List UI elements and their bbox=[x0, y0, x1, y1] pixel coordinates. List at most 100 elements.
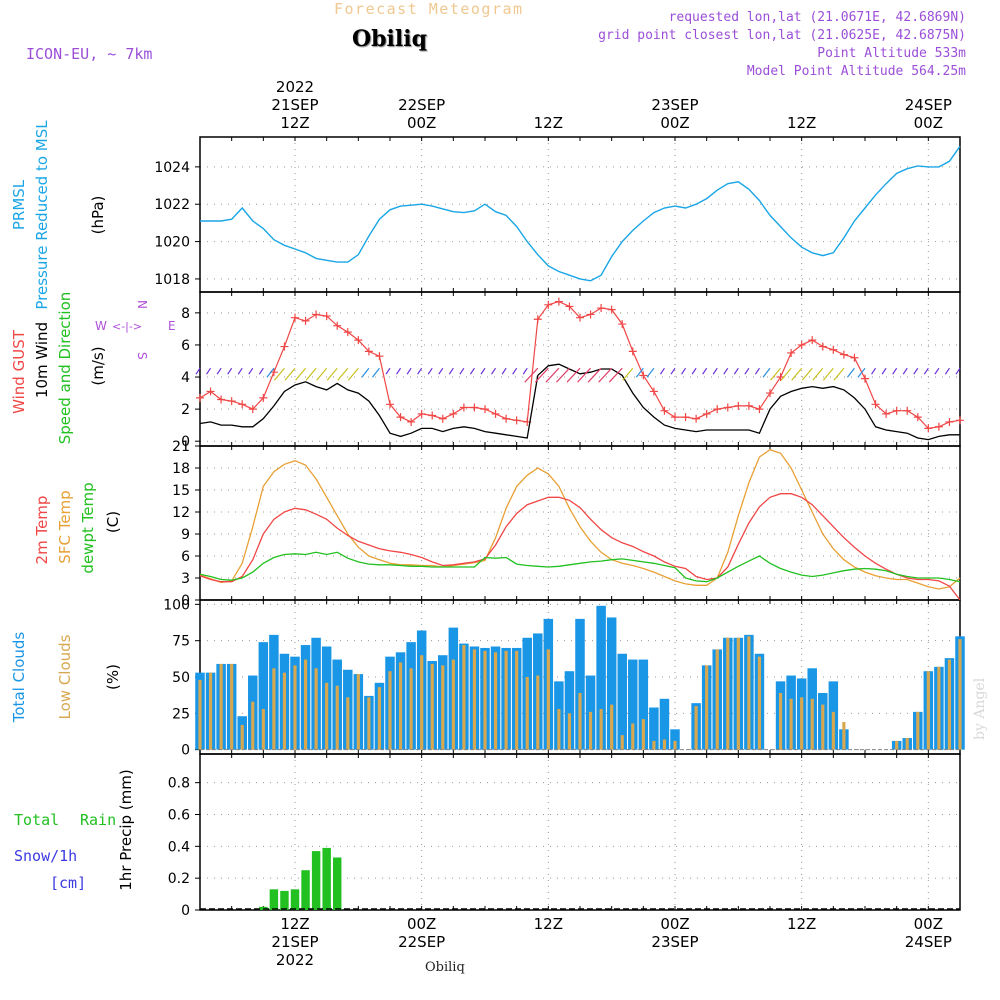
low-cloud-bar bbox=[673, 740, 677, 750]
gust-marker bbox=[903, 406, 912, 415]
top-time-label: 12Z bbox=[787, 114, 816, 132]
gust-marker bbox=[386, 400, 394, 409]
wind-direction-arrow bbox=[258, 367, 264, 375]
rain-bar bbox=[322, 847, 331, 910]
clouds-ytick-label: 75 bbox=[172, 634, 190, 650]
low-cloud-bar bbox=[926, 671, 930, 750]
low-cloud-bar bbox=[335, 685, 339, 750]
wind-direction-arrow bbox=[780, 367, 792, 381]
pressure-unit-label: (hPa) bbox=[89, 196, 107, 235]
rain-bar bbox=[301, 870, 310, 910]
low-cloud-bar bbox=[272, 668, 276, 750]
wind-direction-arrow bbox=[955, 367, 961, 375]
wind-direction-arrow bbox=[448, 367, 454, 375]
low-cloud-bar bbox=[525, 677, 529, 750]
gust-marker bbox=[945, 417, 954, 426]
precip-ytick-label: 0.8 bbox=[168, 776, 190, 792]
wind-direction-arrow bbox=[762, 367, 771, 378]
gust-marker bbox=[248, 405, 257, 414]
wind-direction-arrow bbox=[812, 367, 824, 381]
low-cloud-bar bbox=[631, 723, 635, 750]
wind10m-label: 10m Wind bbox=[33, 322, 51, 398]
low-cloud-bar bbox=[346, 697, 350, 750]
total-cloud-bar bbox=[596, 605, 606, 750]
low-cloud-bar bbox=[610, 704, 614, 750]
gust-marker bbox=[671, 413, 679, 422]
gust-marker bbox=[787, 348, 796, 357]
gust-marker bbox=[470, 403, 479, 412]
wind-direction-arrow bbox=[361, 367, 370, 378]
precip-frame bbox=[199, 753, 961, 911]
low-cloud-bar bbox=[588, 711, 593, 750]
low-cloud-bar bbox=[694, 706, 698, 750]
low-cloud-bar bbox=[958, 639, 962, 750]
wind-direction-arrow bbox=[556, 367, 570, 383]
wind-direction-arrow bbox=[337, 367, 349, 381]
rain-bar bbox=[311, 851, 321, 910]
gust-marker bbox=[565, 302, 574, 311]
compass-cross: <-|-> bbox=[112, 320, 142, 333]
temp-panel: 0 3 6 9 12 15 18 21 bbox=[172, 439, 961, 609]
gust-marker bbox=[639, 371, 648, 380]
low-cloud-bar bbox=[578, 692, 582, 750]
gust-marker bbox=[301, 316, 310, 325]
gust-marker bbox=[291, 313, 299, 322]
temp-ytick-label: 15 bbox=[172, 483, 190, 499]
gust-marker bbox=[375, 352, 384, 361]
gust-marker bbox=[333, 321, 342, 330]
legend-total: Total bbox=[14, 811, 60, 829]
gust-marker bbox=[533, 315, 542, 324]
wind-direction-arrow bbox=[622, 367, 634, 381]
gust-marker bbox=[259, 393, 268, 402]
wind-direction-arrow bbox=[712, 367, 718, 375]
wind-panel: 0 2 4 6 8 bbox=[181, 291, 961, 450]
wind-direction-arrow bbox=[587, 367, 602, 383]
clouds-ytick-label: 50 bbox=[172, 670, 190, 686]
total-cloud-bar bbox=[564, 671, 575, 750]
wind-direction-label: Speed and Direction bbox=[56, 292, 74, 445]
low-cloud-bar bbox=[472, 649, 477, 750]
gust-marker bbox=[850, 353, 859, 362]
wind-direction-arrow bbox=[347, 367, 359, 381]
legend-snow-unit: [cm] bbox=[50, 874, 87, 892]
low-cloud-bar bbox=[377, 687, 382, 750]
top-time-label: 00Z bbox=[914, 114, 943, 132]
top-time-label: 12Z bbox=[534, 114, 563, 132]
low-clouds-label: Low Clouds bbox=[56, 634, 74, 719]
rain-bar bbox=[280, 890, 289, 910]
wind-direction-arrow bbox=[195, 367, 201, 375]
gust-marker bbox=[312, 310, 321, 319]
wind-direction-arrow bbox=[396, 367, 402, 375]
wind-direction-arrow bbox=[273, 367, 285, 381]
low-cloud-bar bbox=[356, 674, 360, 750]
pressure-label-long: Pressure Reduced to MSL bbox=[33, 120, 51, 310]
wind-direction-arrow bbox=[385, 367, 391, 375]
gust-marker bbox=[723, 403, 732, 412]
compass-south: S bbox=[135, 352, 149, 360]
wind-direction-arrow bbox=[934, 367, 940, 375]
gust-marker bbox=[755, 405, 764, 414]
low-cloud-bar bbox=[916, 711, 920, 750]
wind-direction-arrow bbox=[326, 367, 338, 381]
low-cloud-bar bbox=[462, 645, 466, 750]
bottom-time-label: 2022 bbox=[276, 951, 314, 969]
low-cloud-bar bbox=[778, 692, 783, 750]
gust-marker bbox=[871, 400, 880, 409]
low-cloud-bar bbox=[451, 659, 455, 750]
low-cloud-bar bbox=[831, 711, 835, 750]
wind-direction-arrow bbox=[702, 367, 708, 375]
low-cloud-bar bbox=[536, 675, 540, 750]
gust-marker bbox=[839, 350, 848, 359]
wind-direction-arrow bbox=[791, 367, 803, 381]
low-cloud-bar bbox=[557, 708, 561, 750]
wind-direction-arrow bbox=[266, 367, 275, 378]
low-cloud-bar bbox=[800, 697, 804, 750]
gust-marker bbox=[861, 374, 869, 383]
requested-point: requested lon,lat (21.0671E, 42.6869N) bbox=[668, 10, 966, 25]
gust-marker bbox=[502, 414, 511, 423]
gust-marker bbox=[354, 336, 363, 345]
gust-marker bbox=[217, 395, 226, 404]
dewpoint-label: dewpt Temp bbox=[79, 482, 97, 573]
pressure-ytick-label: 1022 bbox=[154, 197, 190, 213]
